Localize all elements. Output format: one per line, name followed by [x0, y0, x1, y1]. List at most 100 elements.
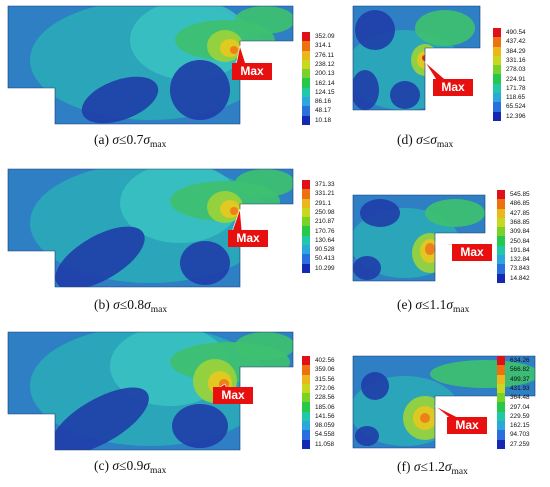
legend-value: 90.528 [315, 246, 335, 254]
contour-region [51, 387, 149, 450]
contour-region [353, 256, 381, 280]
legend-swatch [493, 102, 501, 112]
legend-value: 359.06 [315, 366, 335, 374]
contour-region [355, 426, 379, 446]
contour-region [170, 60, 230, 120]
legend-swatch [497, 236, 505, 246]
legend-value: 14.842 [510, 274, 530, 282]
legend-swatch [302, 226, 310, 236]
caption-sigma: σ [112, 132, 120, 147]
legend-swatch [497, 255, 505, 265]
legend-swatch [493, 111, 501, 121]
legend-value: 331.21 [315, 190, 335, 198]
legend-value: 431.93 [510, 384, 530, 392]
legend-swatch [493, 83, 501, 94]
legend-value: 10.18 [315, 116, 331, 124]
legend-swatch [493, 65, 501, 75]
stress-contour-c [7, 331, 294, 451]
legend-value: 545.85 [510, 191, 530, 198]
contour-region [415, 10, 475, 46]
caption-relation: ≤1.2 [420, 459, 445, 474]
caption-prefix: (d) [397, 132, 417, 147]
contour-region [425, 199, 485, 227]
legend-value: 12.396 [506, 112, 526, 120]
legend-swatch [493, 74, 501, 84]
legend-value: 118.65 [506, 94, 526, 102]
legend-value: 364.48 [510, 394, 530, 402]
domain-outline [352, 5, 481, 111]
caption-a: (a) σ≤0.7σmax [94, 132, 166, 150]
legend-value: 170.76 [315, 227, 335, 235]
legend-value: 278.03 [506, 66, 526, 74]
legend-swatch [497, 208, 505, 218]
legend-value: 191.84 [510, 246, 530, 254]
legend-swatch [497, 245, 505, 256]
legend-value: 368.85 [510, 218, 530, 226]
legend-value: 132.84 [510, 256, 530, 264]
legend-value: 27.259 [510, 440, 530, 448]
legend-value: 229.59 [510, 412, 530, 420]
contour-region [230, 46, 238, 54]
domain-outline [7, 168, 294, 288]
caption-sigma-max: σ [144, 297, 151, 312]
legend-swatch [302, 69, 310, 79]
caption-sigma: σ [416, 132, 423, 147]
caption-prefix: (e) [397, 297, 416, 312]
contour-region [81, 76, 159, 124]
caption-subscript: max [150, 140, 167, 150]
legend-swatch [302, 393, 310, 403]
contour-region [355, 10, 395, 50]
legend-value: 490.54 [506, 29, 526, 36]
legend-swatch [493, 55, 501, 66]
stress-contour-f [352, 355, 536, 449]
legend-swatch [493, 37, 501, 47]
legend-value: 272.06 [315, 384, 335, 392]
legend-swatch [302, 78, 310, 88]
legend-value: 54.558 [315, 431, 335, 439]
caption-relation: ≤0.7 [119, 132, 144, 147]
legend-swatch [302, 59, 310, 70]
legend-value: 162.15 [510, 422, 530, 430]
caption-sigma: σ [413, 459, 421, 474]
legend-value: 10.299 [315, 264, 335, 272]
legend-swatch [302, 439, 310, 449]
legend-swatch [302, 87, 310, 98]
caption-prefix: (c) [94, 458, 113, 473]
caption-d: (d) σ≤σmax [397, 132, 453, 150]
legend-value: 297.04 [510, 403, 530, 411]
legend-swatch [497, 356, 505, 366]
legend-value: 499.37 [510, 375, 530, 383]
contour-region [361, 372, 389, 400]
legend-value: 224.91 [506, 75, 526, 83]
legend-swatch [497, 439, 505, 449]
legend-swatch [302, 97, 310, 107]
contour-region [360, 199, 400, 227]
max-label-e: Max [452, 244, 492, 261]
panel-a: 352.09 314.1 276.11 238.12 200.13 162.14 124.1… [0, 0, 335, 160]
legend-swatch [302, 115, 310, 125]
caption-prefix: (a) [94, 132, 113, 147]
legend-swatch [302, 198, 310, 208]
max-label-c: Max [213, 387, 253, 404]
legend-swatch [302, 245, 310, 255]
max-label-d: Max [433, 79, 473, 96]
legend-swatch [497, 227, 505, 237]
legend-swatch [493, 46, 501, 56]
caption-subscript: max [453, 305, 470, 315]
legend-value: 566.82 [510, 366, 530, 374]
caption-relation: ≤1.1 [422, 297, 447, 312]
stress-contour-a [7, 5, 294, 125]
legend-value: 371.33 [315, 181, 335, 188]
legend-colorbar [302, 180, 310, 273]
legend-value: 250.98 [315, 208, 335, 216]
legend-value: 124.15 [315, 88, 335, 96]
legend-value: 48.17 [315, 107, 331, 115]
caption-sigma-max: σ [446, 297, 453, 312]
caption-sigma: σ [112, 458, 120, 473]
legend-swatch [497, 393, 505, 403]
legend-swatch [302, 235, 310, 246]
legend-value: 185.06 [315, 403, 335, 411]
legend-value: 486.85 [510, 200, 530, 208]
legend-value: 315.56 [315, 375, 335, 383]
caption-sigma-max: σ [430, 132, 437, 147]
